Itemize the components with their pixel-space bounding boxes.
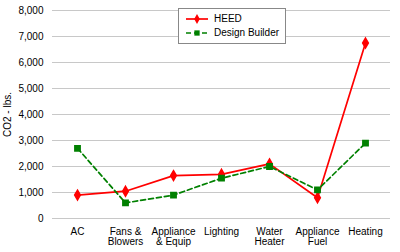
svg-text:6,000: 6,000 — [18, 57, 43, 68]
svg-text:CO2 - lbs.: CO2 - lbs. — [2, 92, 13, 137]
svg-text:WaterHeater: WaterHeater — [254, 226, 285, 247]
html-text:HEED: HEED — [214, 13, 242, 24]
svg-text:0: 0 — [38, 213, 44, 224]
svg-text:2,000: 2,000 — [18, 161, 43, 172]
svg-text:AC: AC — [71, 226, 85, 237]
svg-text:ApplianceFuel: ApplianceFuel — [296, 226, 340, 247]
svg-text:3,000: 3,000 — [18, 135, 43, 146]
svg-text:7,000: 7,000 — [18, 31, 43, 42]
svg-text:Appliance& Equip: Appliance& Equip — [152, 226, 196, 247]
svg-text:8,000: 8,000 — [18, 5, 43, 16]
svg-text:4,000: 4,000 — [18, 109, 43, 120]
svg-text:Fans &Blowers: Fans &Blowers — [108, 226, 144, 247]
html-text:Design Builder: Design Builder — [214, 27, 279, 38]
svg-text:Heating: Heating — [348, 226, 382, 237]
svg-text:Lighting: Lighting — [204, 226, 239, 237]
svg-text:5,000: 5,000 — [18, 83, 43, 94]
svg-text:1,000: 1,000 — [18, 187, 43, 198]
